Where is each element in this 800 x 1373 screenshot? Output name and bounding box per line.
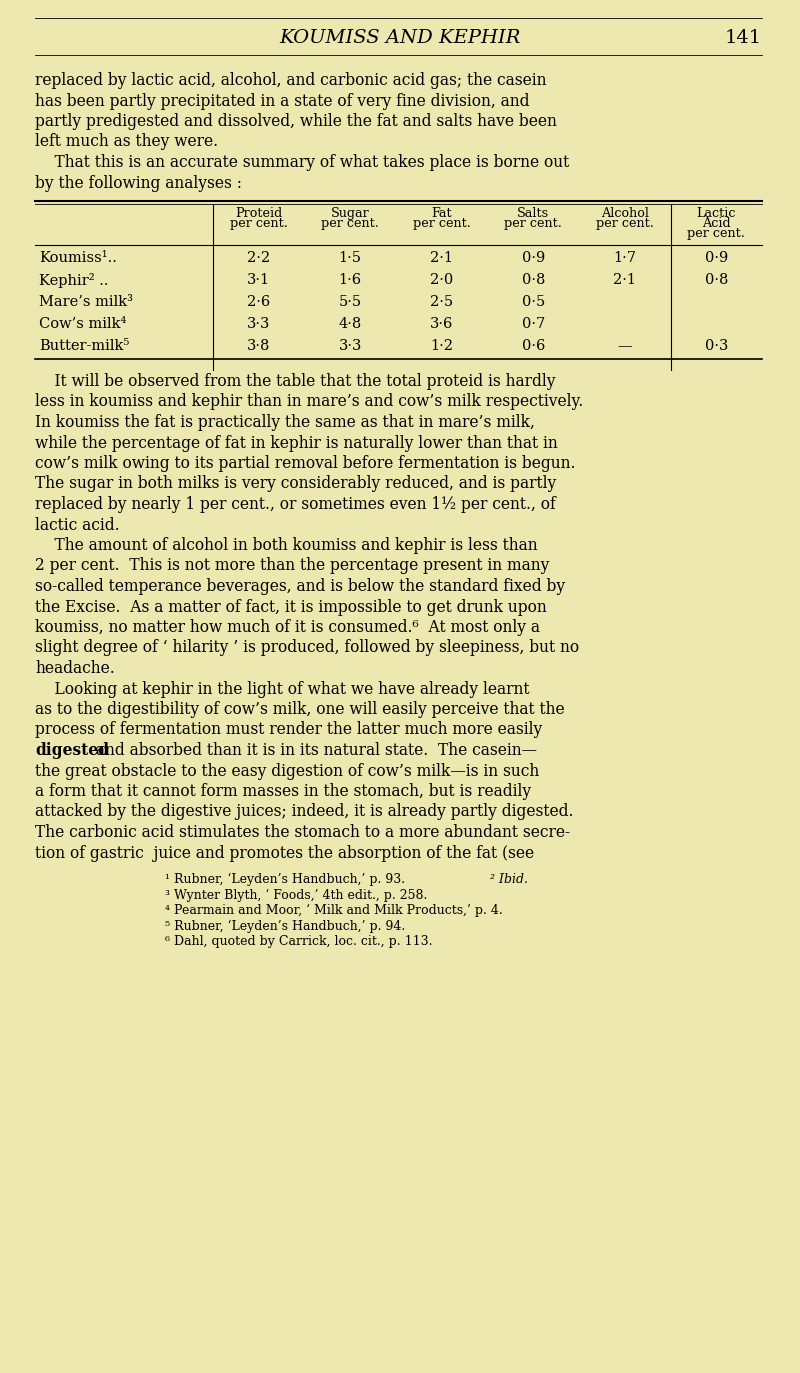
Text: Cow’s milk⁴: Cow’s milk⁴ bbox=[39, 317, 126, 331]
Text: as to the digestibility of cow’s milk, one will easily perceive that the: as to the digestibility of cow’s milk, o… bbox=[35, 702, 565, 718]
Text: ⁶ Dahl, quoted by Carrick, loc. cit., p. 113.: ⁶ Dahl, quoted by Carrick, loc. cit., p.… bbox=[165, 935, 433, 947]
Text: 0·8: 0·8 bbox=[705, 273, 728, 287]
Text: Koumiss¹..: Koumiss¹.. bbox=[39, 251, 117, 265]
Text: The sugar in both milks is very considerably reduced, and is partly: The sugar in both milks is very consider… bbox=[35, 475, 556, 493]
Text: tion of gastric  juice and promotes the absorption of the fat (see: tion of gastric juice and promotes the a… bbox=[35, 844, 534, 861]
Text: 1·2: 1·2 bbox=[430, 339, 454, 353]
Text: Alcohol: Alcohol bbox=[601, 207, 649, 220]
Text: 3·3: 3·3 bbox=[247, 317, 270, 331]
Text: Looking at kephir in the light of what we have already learnt: Looking at kephir in the light of what w… bbox=[35, 681, 530, 697]
Text: koumiss, no matter how much of it is consumed.⁶  At most only a: koumiss, no matter how much of it is con… bbox=[35, 619, 540, 636]
Text: so-called temperance beverages, and is below the standard fixed by: so-called temperance beverages, and is b… bbox=[35, 578, 565, 595]
Text: Fat: Fat bbox=[431, 207, 452, 220]
Text: 0·3: 0·3 bbox=[705, 339, 728, 353]
Text: digested: digested bbox=[35, 741, 109, 759]
Text: 0·8: 0·8 bbox=[522, 273, 545, 287]
Text: per cent.: per cent. bbox=[687, 227, 745, 240]
Text: ³ Wynter Blyth, ‘ Foods,’ 4th edit., p. 258.: ³ Wynter Blyth, ‘ Foods,’ 4th edit., p. … bbox=[165, 888, 427, 902]
Text: 2 per cent.  This is not more than the percentage present in many: 2 per cent. This is not more than the pe… bbox=[35, 557, 550, 574]
Text: 2·0: 2·0 bbox=[430, 273, 454, 287]
Text: KOUMISS AND KEPHIR: KOUMISS AND KEPHIR bbox=[279, 29, 521, 47]
Text: process of fermentation must render the latter much more easily: process of fermentation must render the … bbox=[35, 721, 542, 739]
Text: lactic acid.: lactic acid. bbox=[35, 516, 120, 534]
Text: Salts: Salts bbox=[517, 207, 550, 220]
Text: left much as they were.: left much as they were. bbox=[35, 133, 218, 151]
Text: ¹ Rubner, ‘Leyden’s Handbuch,’ p. 93.: ¹ Rubner, ‘Leyden’s Handbuch,’ p. 93. bbox=[165, 873, 405, 886]
Text: That this is an accurate summary of what takes place is borne out: That this is an accurate summary of what… bbox=[35, 154, 570, 172]
Text: per cent.: per cent. bbox=[504, 217, 562, 231]
Text: 2·5: 2·5 bbox=[430, 295, 454, 309]
Text: Sugar: Sugar bbox=[331, 207, 370, 220]
Text: while the percentage of fat in kephir is naturally lower than that in: while the percentage of fat in kephir is… bbox=[35, 434, 558, 452]
Text: per cent.: per cent. bbox=[322, 217, 379, 231]
Text: 141: 141 bbox=[725, 29, 762, 47]
Text: by the following ⁠analyses :: by the following ⁠analyses : bbox=[35, 174, 242, 191]
Text: Proteid: Proteid bbox=[235, 207, 282, 220]
Text: It will be observed from the table that the total proteid is hardly: It will be observed from the table that … bbox=[35, 373, 555, 390]
Text: —: — bbox=[618, 339, 632, 353]
Text: 0·7: 0·7 bbox=[522, 317, 545, 331]
Text: cow’s milk owing to its partial removal before fermentation is begun.: cow’s milk owing to its partial removal … bbox=[35, 454, 575, 472]
Text: 1·5: 1·5 bbox=[338, 251, 362, 265]
Text: replaced by nearly 1 per cent., or sometimes even 1½ per cent., of: replaced by nearly 1 per cent., or somet… bbox=[35, 496, 556, 514]
Text: attacked by the digestive juices; indeed, it is already partly digested.: attacked by the digestive juices; indeed… bbox=[35, 803, 574, 821]
Text: 1·6: 1·6 bbox=[338, 273, 362, 287]
Text: 2·6: 2·6 bbox=[247, 295, 270, 309]
Text: and absorbed than it is in its natural state.  The casein—: and absorbed than it is in its natural s… bbox=[90, 741, 537, 759]
Text: 3·3: 3·3 bbox=[338, 339, 362, 353]
Text: replaced by lactic acid, alcohol, and carbonic acid gas; the casein: replaced by lactic acid, alcohol, and ca… bbox=[35, 71, 546, 89]
Text: 0·5: 0·5 bbox=[522, 295, 545, 309]
Text: 0·9: 0·9 bbox=[522, 251, 545, 265]
Text: per cent.: per cent. bbox=[413, 217, 470, 231]
Text: Mare’s milk³: Mare’s milk³ bbox=[39, 295, 133, 309]
Text: ⁴ Pearmain and Moor, ‘ Milk and Milk Products,’ p. 4.: ⁴ Pearmain and Moor, ‘ Milk and Milk Pro… bbox=[165, 903, 502, 917]
Text: 3·1: 3·1 bbox=[247, 273, 270, 287]
Text: The carbonic acid stimulates the stomach to a more abundant secre-: The carbonic acid stimulates the stomach… bbox=[35, 824, 570, 842]
Text: less in koumiss and kephir than in mare’s and cow’s milk respectively.: less in koumiss and kephir than in mare’… bbox=[35, 394, 583, 411]
Text: a form that it cannot form masses in the stomach, but is readily: a form that it cannot form masses in the… bbox=[35, 783, 531, 800]
Text: Kephir² ..: Kephir² .. bbox=[39, 273, 109, 288]
Text: slight degree of ‘ hilarity ’ is produced, followed by sleepiness, but no: slight degree of ‘ hilarity ’ is produce… bbox=[35, 640, 579, 656]
Text: Lactic: Lactic bbox=[697, 207, 736, 220]
Text: The amount of alcohol in both koumiss and kephir is less than: The amount of alcohol in both koumiss an… bbox=[35, 537, 538, 553]
Text: 0·6: 0·6 bbox=[522, 339, 545, 353]
Text: ⁵ Rubner, ‘Leyden’s Handbuch,’ p. 94.: ⁵ Rubner, ‘Leyden’s Handbuch,’ p. 94. bbox=[165, 920, 406, 932]
Text: the great obstacle to the easy digestion of cow’s milk—is in such: the great obstacle to the easy digestion… bbox=[35, 762, 539, 780]
Text: 3·8: 3·8 bbox=[247, 339, 270, 353]
Text: 2·1: 2·1 bbox=[430, 251, 454, 265]
Text: partly predigested and dissolved, while the fat and salts have been: partly predigested and dissolved, while … bbox=[35, 113, 557, 130]
Text: In koumiss the fat is practically the same as that in mare’s milk,: In koumiss the fat is practically the sa… bbox=[35, 415, 535, 431]
Text: 4·8: 4·8 bbox=[338, 317, 362, 331]
Text: ² Ibid.: ² Ibid. bbox=[490, 873, 528, 886]
Text: Acid: Acid bbox=[702, 217, 730, 231]
Text: the Excise.  As a matter of fact, it is impossible to get drunk upon: the Excise. As a matter of fact, it is i… bbox=[35, 599, 546, 615]
Text: 2·2: 2·2 bbox=[247, 251, 270, 265]
Text: 1·7: 1·7 bbox=[614, 251, 636, 265]
Text: Butter-milk⁵: Butter-milk⁵ bbox=[39, 339, 130, 353]
Text: headache.: headache. bbox=[35, 660, 114, 677]
Text: 2·1: 2·1 bbox=[614, 273, 636, 287]
Text: per cent.: per cent. bbox=[596, 217, 654, 231]
Text: per cent.: per cent. bbox=[230, 217, 288, 231]
Text: 5·5: 5·5 bbox=[338, 295, 362, 309]
Text: 0·9: 0·9 bbox=[705, 251, 728, 265]
Text: 3·6: 3·6 bbox=[430, 317, 454, 331]
Text: has been partly precipitated in a state of very fine division, and: has been partly precipitated in a state … bbox=[35, 92, 530, 110]
